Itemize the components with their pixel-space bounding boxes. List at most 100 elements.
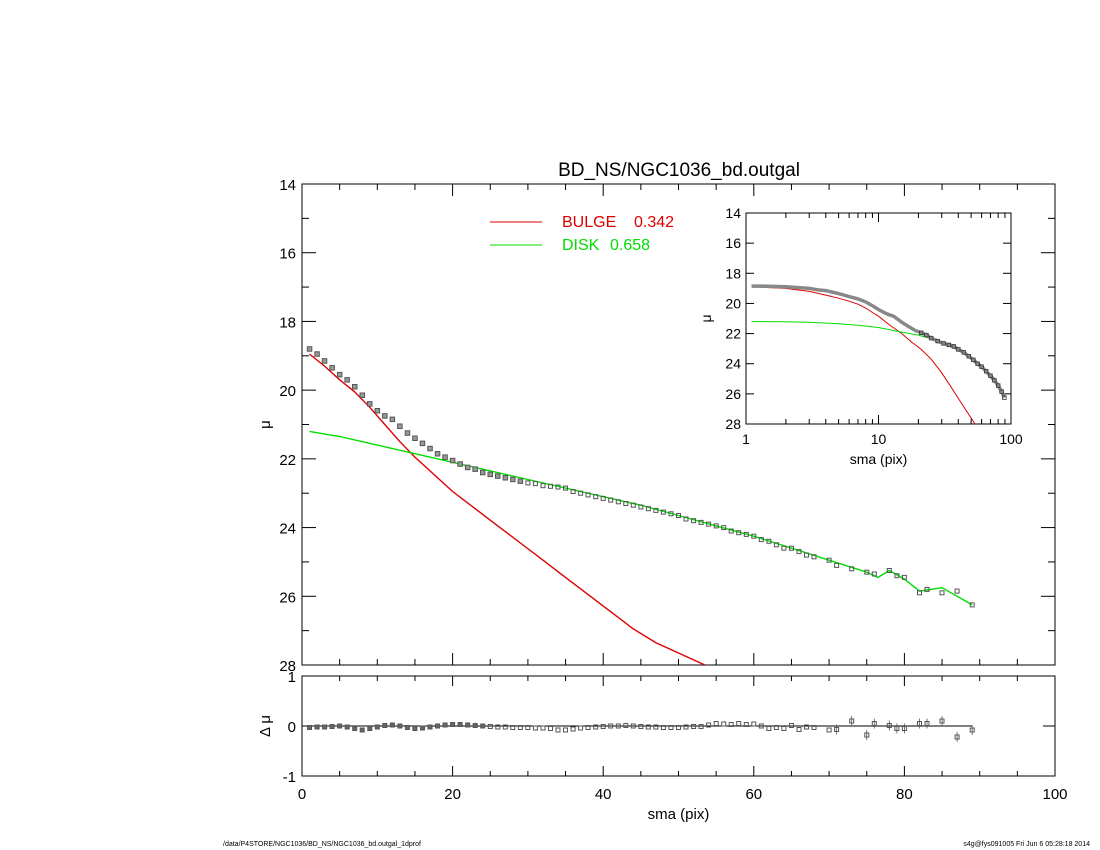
file-path-footer: /data/P4STORE/NGC1036/BD_NS/NGC1036_bd.o… [223,841,421,848]
residual-point [796,727,802,732]
data-point [464,464,471,471]
residual-point [917,721,922,726]
residual-ylabel: Δ μ [257,715,274,737]
data-point [894,573,900,579]
residual-point [653,724,659,730]
residual-point [871,721,877,726]
residual-point [630,723,636,729]
main-ytick-label: 22 [279,452,296,469]
data-point [924,586,930,592]
data-point [969,602,975,608]
data-point [525,480,531,486]
residual-point [314,724,320,730]
data-point [706,521,712,527]
residual-point [939,718,945,724]
inset-data-point [919,330,924,335]
data-point [660,509,666,515]
residual-point [683,724,689,730]
data-point [578,490,584,496]
main-ytick-label: 28 [279,658,296,675]
data-point [389,416,396,423]
residual-point [442,722,448,728]
residual-point [532,725,538,731]
inset-data-point [941,341,946,346]
residual-point [307,725,312,730]
legend-value-bulge: 0.342 [634,214,674,231]
data-point [600,495,606,501]
data-point [623,501,629,506]
inset-ytick-label: 18 [725,265,741,281]
inset-data-point [929,335,934,341]
residual-point [359,727,365,733]
chart-title: BD_NS/NGC1036_bd.outgal [558,160,800,181]
data-point [367,401,373,407]
inset-series-line-bulge [751,286,976,424]
residual-point [495,724,501,730]
data-point [434,451,441,457]
data-point [555,484,561,490]
residual-point [540,725,546,731]
inset-xtick-label: 100 [999,431,1023,447]
data-point [517,478,524,484]
residual-point [525,725,531,730]
data-point [834,562,840,568]
data-point [804,552,809,558]
data-point [457,461,463,467]
residual-point [502,724,508,730]
inset-log-panel: 14 16 18 20 22 24 26 281 10 100 sma (pix) μ [698,205,1023,467]
data-point [766,538,772,544]
data-point [548,483,553,489]
inset-data-point [956,347,961,352]
residual-point [623,723,629,728]
main-ytick-label: 14 [279,177,296,194]
residual-point [894,726,900,731]
data-point [901,574,907,580]
data-point [917,590,922,596]
residual-point [600,724,606,729]
residual-point [645,724,651,730]
residual-point [420,725,425,731]
residual-point [781,726,787,731]
inset-data-point [924,332,929,338]
data-point [487,471,493,478]
data-point [570,489,576,494]
data-point [698,519,704,525]
data-point [758,537,764,543]
data-point [532,481,538,487]
residual-point [668,725,674,730]
residual-point [766,726,772,731]
main-ytick-label: 24 [279,521,296,538]
data-point [773,542,779,548]
residual-point [374,724,380,730]
residual-point [804,724,809,730]
residual-point [480,723,486,729]
data-point [743,531,749,537]
residual-point [826,727,832,733]
residual-point [585,725,591,730]
inset-ytick-label: 20 [725,295,741,311]
residual-point [811,725,817,730]
residual-point [773,725,779,730]
residual-point [548,726,553,731]
residual-point [563,727,568,733]
residual-point [555,727,561,733]
residual-point [608,723,614,729]
inset-data-point [992,378,997,383]
data-point [306,346,313,352]
residual-point [578,725,584,731]
data-point [676,513,681,518]
inset-ytick-label: 26 [725,386,741,402]
residual-point [721,721,727,727]
residual-point [969,727,975,733]
residual-xtick-label: 20 [444,786,461,803]
residual-xtick-label: 80 [896,786,913,803]
inset-data-point [984,368,989,374]
data-point [352,384,358,390]
residual-point [352,726,358,731]
data-point [480,469,486,476]
data-point [540,483,546,489]
residual-point [450,722,456,727]
data-point [374,408,381,414]
residual-point [412,726,418,731]
